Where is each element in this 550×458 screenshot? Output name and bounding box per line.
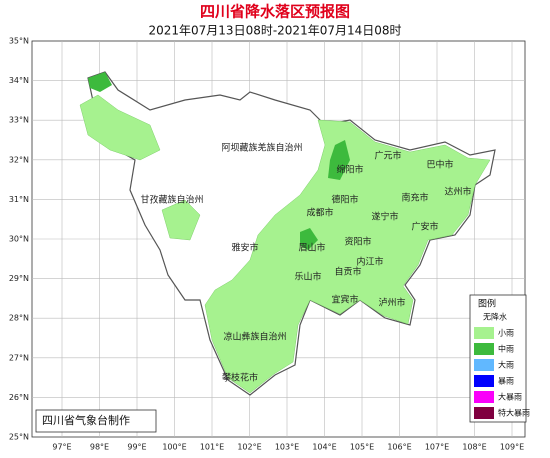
light-rain-area (161, 199, 201, 241)
moderate-rain-area (88, 72, 112, 92)
lat-label: 33°N (9, 116, 29, 125)
place-label: 达州市 (444, 186, 471, 198)
legend-swatch (474, 343, 494, 355)
lon-label: 98°E (90, 443, 109, 452)
lat-label: 27°N (9, 353, 29, 362)
legend-title: 图例 (478, 298, 496, 310)
lon-label: 99°E (127, 443, 146, 452)
place-label: 自贡市 (334, 266, 361, 278)
place-label: 甘孜藏族自治州 (140, 194, 203, 206)
lon-label: 104°E (312, 443, 336, 452)
legend-label: 特大暴雨 (498, 408, 530, 418)
place-label: 内江市 (356, 256, 383, 268)
lon-label: 97°E (52, 443, 71, 452)
place-label: 绵阳市 (336, 164, 363, 176)
lat-label: 32°N (9, 155, 29, 164)
legend-swatch (474, 327, 494, 339)
lat-label: 29°N (9, 274, 29, 283)
moderate-rain-area (300, 228, 318, 250)
place-label: 雅安市 (231, 242, 258, 254)
moderate-rain-area (328, 140, 350, 180)
place-label: 德阳市 (331, 194, 358, 206)
place-label: 资阳市 (344, 236, 371, 248)
lat-label: 25°N (9, 433, 29, 442)
place-label: 攀枝花市 (222, 372, 258, 384)
lat-label: 34°N (9, 76, 29, 85)
lon-label: 100°E (162, 443, 186, 452)
place-label: 巴中市 (426, 159, 453, 171)
place-label: 广安市 (411, 221, 438, 233)
lon-label: 107°E (425, 443, 449, 452)
legend-label: 大暴雨 (498, 392, 522, 402)
lat-label: 31°N (9, 195, 29, 204)
legend-label: 小雨 (498, 329, 514, 338)
light-rain-area (79, 94, 161, 161)
lat-label: 30°N (9, 235, 29, 244)
legend-swatch (474, 359, 494, 371)
place-label: 南充市 (401, 192, 428, 204)
place-label: 遂宁市 (371, 211, 398, 223)
lat-label: 35°N (9, 37, 29, 46)
legend-swatch (474, 375, 494, 387)
lon-label: 101°E (200, 443, 224, 452)
lon-label: 102°E (237, 443, 261, 452)
legend-label: 大雨 (498, 360, 514, 370)
map-subtitle: 2021年07月13日08时-2021年07月14日08时 (148, 24, 401, 38)
lat-label: 28°N (9, 314, 29, 323)
place-label: 泸州市 (378, 297, 405, 309)
footer-box (35, 409, 157, 433)
place-label: 宜宾市 (331, 294, 358, 306)
light-rain-area (204, 119, 491, 394)
lat-label: 26°N (9, 393, 29, 402)
lon-label: 109°E (500, 443, 524, 452)
place-label: 乐山市 (294, 271, 321, 283)
lon-label: 103°E (275, 443, 299, 452)
legend-label: 暴雨 (498, 377, 514, 386)
map-title: 四川省降水落区预报图 (200, 3, 350, 21)
legend-label: 无降水 (483, 312, 507, 322)
lon-label: 108°E (462, 443, 486, 452)
place-label: 广元市 (374, 150, 401, 162)
place-label: 阿坝藏族羌族自治州 (221, 142, 302, 154)
legend-swatch (474, 391, 494, 403)
lon-label: 106°E (387, 443, 411, 452)
footer: 四川省气象台制作 (42, 413, 130, 427)
legend-label: 中雨 (498, 344, 514, 354)
lon-label: 105°E (350, 443, 374, 452)
legend-swatch (474, 407, 494, 419)
coordinate-labels: 35°N 34°N 33°N 32°N 31°N 30°N 29°N 28°N 27°N 26°N… (9, 37, 524, 452)
place-label: 凉山彝族自治州 (223, 331, 286, 343)
place-label: 成都市 (306, 207, 333, 219)
place-label: 眉山市 (298, 242, 325, 254)
